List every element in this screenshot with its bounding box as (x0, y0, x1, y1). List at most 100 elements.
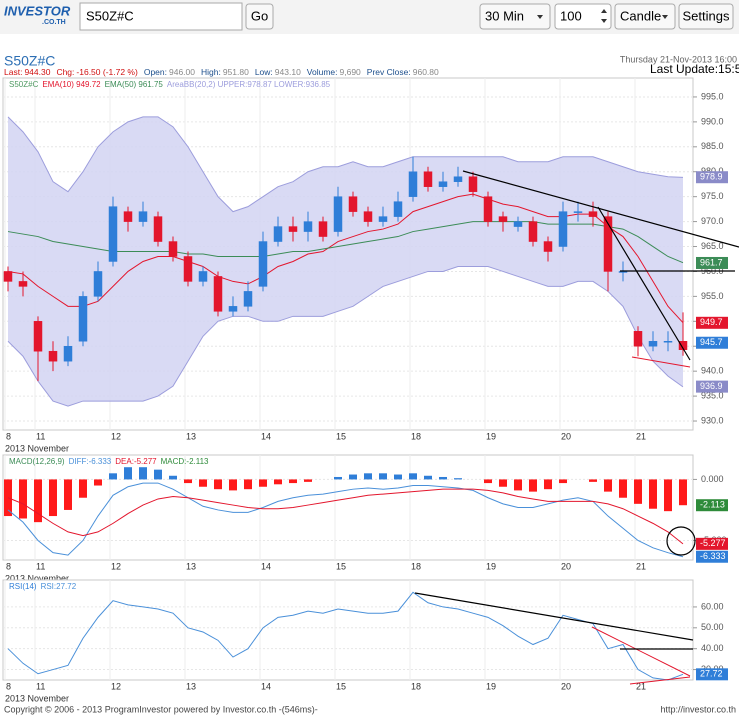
value-tag (696, 537, 728, 550)
macd-bar (454, 478, 462, 480)
stat-value: 9,690 (340, 67, 362, 77)
candle-body (333, 196, 343, 232)
logo-sub: .CO.TH (42, 19, 66, 26)
interval-select-text: 30 Min (485, 8, 524, 23)
candle-body (258, 241, 268, 287)
candle-body (603, 216, 613, 272)
value-tag (696, 316, 728, 329)
stat-value: 960.80 (413, 67, 439, 77)
macd-bar (544, 479, 552, 490)
macd-bar (289, 479, 297, 484)
legend-entry: RSI:27.72 (41, 582, 77, 591)
dropdown-arrow (662, 15, 668, 19)
go-button-text: Go (251, 8, 268, 23)
bollinger-lower (7, 265, 684, 407)
macd-bar (439, 476, 447, 480)
legend: RSI(14) RSI:27.72 (9, 582, 77, 591)
stat-label: Open: (144, 67, 167, 77)
macd-bar (394, 474, 402, 480)
candle-body (108, 206, 118, 262)
macd-bar (379, 473, 387, 480)
value-tag-label: -6.333 (700, 551, 726, 561)
candle-body (288, 226, 298, 232)
candle-body (543, 241, 553, 252)
y-tick-label: 965.0 (701, 241, 724, 251)
value-tag-label: 27.72 (700, 669, 723, 679)
x-tick-label: 15 (336, 681, 346, 691)
url: http://investor.co.th (660, 704, 736, 714)
x-tick-label: 20 (561, 561, 571, 571)
candle-body (3, 271, 13, 282)
count-input[interactable] (554, 3, 612, 30)
x-tick-label: 18 (411, 561, 421, 571)
x-axis-label: 2013 November (5, 693, 69, 703)
go-button[interactable] (245, 3, 274, 30)
x-tick-label: 11 (36, 561, 45, 571)
bollinger-upper (7, 116, 684, 213)
x-tick-label: 14 (261, 681, 271, 691)
x-tick-label: 19 (486, 431, 496, 441)
stat-label: Volume: (307, 67, 338, 77)
date: Thursday 21-Nov-2013 16:00 (620, 54, 737, 64)
macd-bar (604, 479, 612, 492)
stat-label: Prev Close: (367, 67, 411, 77)
stats: Last: 944.30 Chg: -16.50 (-1.72 %) Open: 946.… (4, 67, 439, 77)
macd-bar (34, 479, 42, 523)
y-tick-label: 40.00 (701, 643, 724, 653)
x-tick-label: 11 (36, 681, 45, 691)
x-tick-label: 20 (561, 431, 571, 441)
interval-select[interactable] (479, 3, 551, 30)
y-tick-label: 935.0 (701, 390, 724, 400)
candle-body (198, 271, 208, 282)
dropdown-arrow (537, 15, 543, 19)
value-tag-label: 936.9 (700, 381, 723, 391)
x-tick-label: 8 (6, 431, 11, 441)
x-tick-label: 12 (111, 431, 121, 441)
x-tick-label: 13 (186, 681, 196, 691)
trendline (591, 626, 691, 677)
settings-button[interactable] (678, 3, 734, 30)
x-tick-label: 20 (561, 681, 571, 691)
macd-bar (184, 479, 192, 484)
y-tick-label: 0.000 (701, 474, 724, 484)
trendline (462, 170, 739, 248)
style-select-text: Candle (620, 8, 661, 23)
stat-label: Low: (255, 67, 273, 77)
candle-body (378, 216, 388, 222)
logo: INVESTOR (4, 3, 71, 18)
x-tick-label: 8 (6, 561, 11, 571)
candle-body (438, 181, 448, 187)
bollinger-area (8, 116, 683, 407)
settings-button-text: Settings (683, 8, 730, 23)
candle-body (318, 221, 328, 237)
symbol-input[interactable] (79, 2, 243, 31)
y-tick-label: 970.0 (701, 216, 724, 226)
value-tag (696, 550, 728, 563)
macd-bar (259, 479, 267, 487)
x-tick-label: 11 (36, 431, 45, 441)
macd-bar (169, 475, 177, 480)
candle-body (93, 271, 103, 297)
stat-value: 943.10 (275, 67, 301, 77)
value-tag (696, 256, 728, 269)
macd-bar (4, 479, 12, 517)
trendline (629, 676, 691, 685)
style-select[interactable] (614, 3, 676, 30)
y-tick-label: 955.0 (701, 291, 724, 301)
y-tick-label: 50.00 (701, 622, 724, 632)
legend-entry: DIFF:-6.333 (69, 457, 112, 466)
legend: MACD(12,26,9) DIFF:-6.333 DEA:-5.277 MACD:-… (9, 457, 209, 466)
y-tick-label: 930.0 (701, 415, 724, 425)
macd-bar (79, 479, 87, 498)
stat-value: 944.30 (24, 67, 50, 77)
candle-body (513, 221, 523, 227)
candle-body (48, 350, 58, 362)
legend-entry: EMA(50) 961.75 (105, 80, 164, 89)
x-tick-label: 14 (261, 561, 271, 571)
x-tick-label: 21 (636, 431, 646, 441)
ema-line (7, 221, 684, 264)
stat-value: 946.00 (169, 67, 195, 77)
x-tick-label: 15 (336, 561, 346, 571)
candle-body (138, 211, 148, 222)
stat-label: Last: (4, 67, 22, 77)
